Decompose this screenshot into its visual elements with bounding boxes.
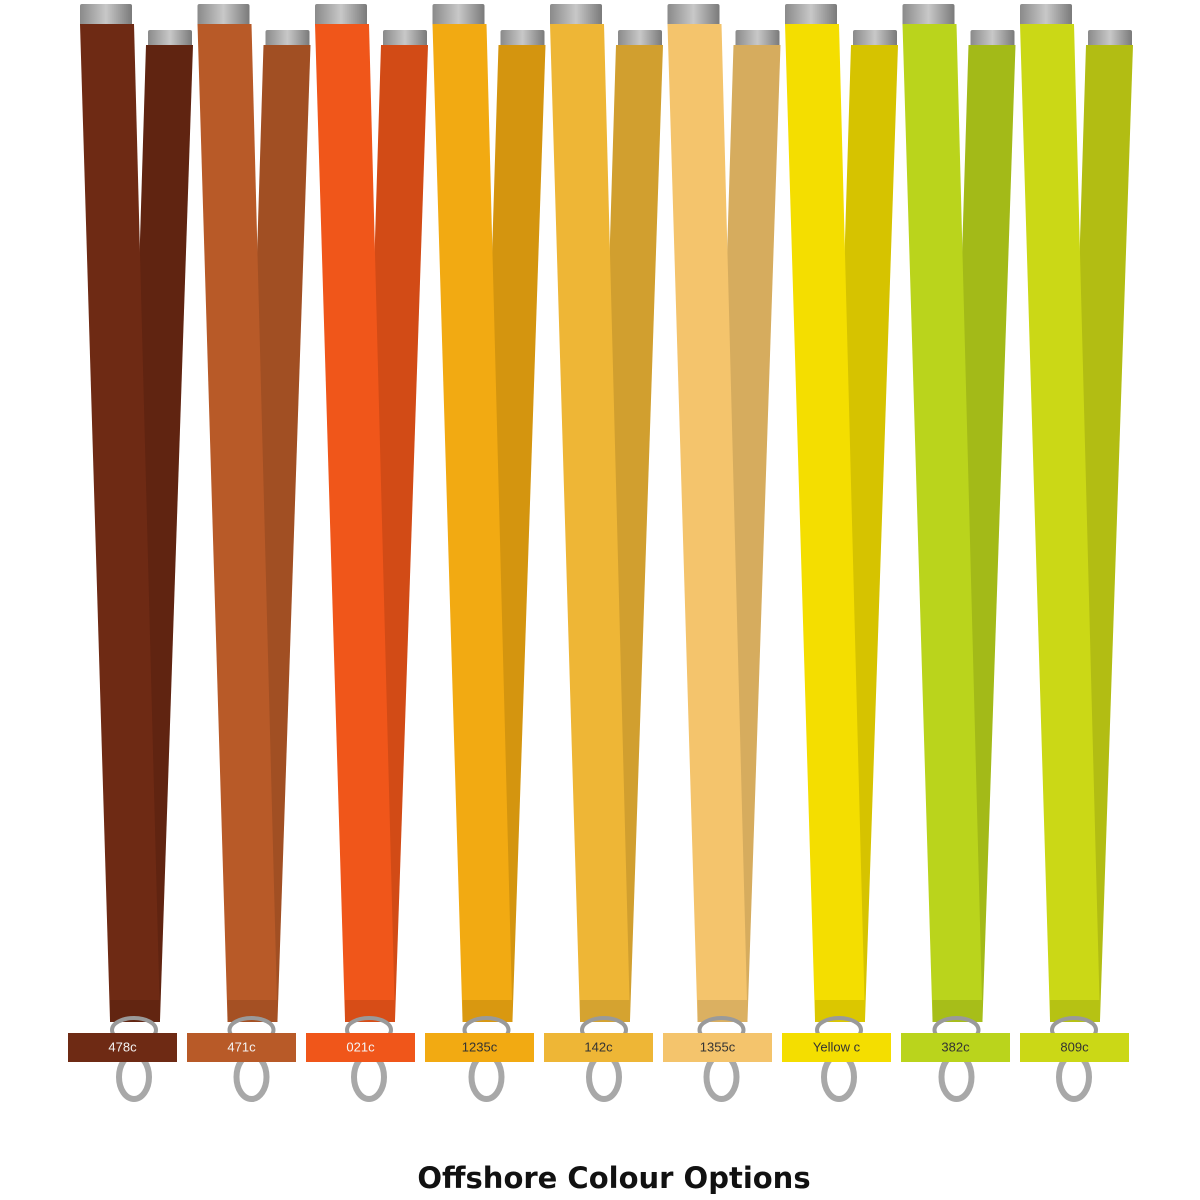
strap-left bbox=[667, 24, 748, 1020]
clip-top bbox=[265, 30, 310, 48]
lanyard bbox=[80, 4, 193, 1102]
strap-left bbox=[197, 24, 278, 1020]
lanyard bbox=[1020, 4, 1133, 1102]
strap-end bbox=[697, 1000, 748, 1022]
swatch-label: 809c bbox=[1060, 1039, 1089, 1054]
strap-end bbox=[1050, 1000, 1100, 1022]
clip-top bbox=[80, 4, 132, 26]
clip-top bbox=[618, 30, 662, 48]
strap-end bbox=[345, 1000, 395, 1022]
strap-end-shade bbox=[580, 1000, 630, 1022]
strap-end bbox=[932, 1000, 983, 1022]
strap-end bbox=[580, 1000, 630, 1022]
strap-left bbox=[902, 24, 983, 1020]
clip-top bbox=[432, 4, 485, 26]
clip-top bbox=[315, 4, 367, 26]
strap-left bbox=[550, 24, 630, 1020]
strap-end bbox=[110, 1000, 160, 1022]
strap-end-shade bbox=[1050, 1000, 1100, 1022]
clip-top bbox=[735, 30, 780, 48]
lanyard bbox=[785, 4, 898, 1102]
clip-top bbox=[148, 30, 192, 48]
clip-top bbox=[902, 4, 955, 26]
lanyards bbox=[80, 4, 1133, 1102]
clip-top bbox=[550, 4, 602, 26]
clip-top bbox=[500, 30, 545, 48]
strap-left bbox=[785, 24, 865, 1020]
swatch-label: 478c bbox=[108, 1039, 137, 1054]
lanyard bbox=[197, 4, 311, 1102]
strap-end bbox=[462, 1000, 513, 1022]
swatch-label: 1355c bbox=[700, 1039, 736, 1054]
swatch bbox=[187, 1033, 296, 1062]
swatch-label: Yellow c bbox=[813, 1039, 861, 1054]
clip-top bbox=[667, 4, 720, 26]
swatch-row: 478c 471c 021c 1235c 142c 1355c Yellow c 382c 80… bbox=[68, 1033, 1129, 1062]
strap-end bbox=[815, 1000, 865, 1022]
strap-end-shade bbox=[345, 1000, 395, 1022]
strap-end-shade bbox=[110, 1000, 160, 1022]
clip-top bbox=[785, 4, 837, 26]
strap-end-shade bbox=[697, 1000, 748, 1022]
lanyard bbox=[902, 4, 1016, 1102]
swatch bbox=[306, 1033, 415, 1062]
lanyard bbox=[550, 4, 663, 1102]
swatch bbox=[901, 1033, 1010, 1062]
lanyard bbox=[315, 4, 428, 1102]
strap-left bbox=[1020, 24, 1100, 1020]
title: Offshore Colour Options bbox=[417, 1161, 810, 1195]
swatch bbox=[68, 1033, 177, 1062]
swatch bbox=[544, 1033, 653, 1062]
strap-end-shade bbox=[815, 1000, 865, 1022]
swatch-label: 382c bbox=[941, 1039, 970, 1054]
strap-left bbox=[432, 24, 513, 1020]
swatch-label: 1235c bbox=[462, 1039, 498, 1054]
swatch bbox=[663, 1033, 772, 1062]
clip-top bbox=[853, 30, 897, 48]
strap-end-shade bbox=[227, 1000, 278, 1022]
strap-left bbox=[315, 24, 395, 1020]
lanyard bbox=[432, 4, 546, 1102]
lanyard bbox=[667, 4, 781, 1102]
swatch-label: 021c bbox=[346, 1039, 375, 1054]
swatch bbox=[1020, 1033, 1129, 1062]
clip-top bbox=[197, 4, 250, 26]
clip-top bbox=[383, 30, 427, 48]
clip-top bbox=[970, 30, 1015, 48]
strap-end-shade bbox=[932, 1000, 983, 1022]
swatch bbox=[782, 1033, 891, 1062]
strap-left bbox=[80, 24, 160, 1020]
swatch bbox=[425, 1033, 534, 1062]
strap-end bbox=[227, 1000, 278, 1022]
clip-top bbox=[1020, 4, 1072, 26]
clip-top bbox=[1088, 30, 1132, 48]
strap-end-shade bbox=[462, 1000, 513, 1022]
swatch-label: 471c bbox=[227, 1039, 256, 1054]
swatch-label: 142c bbox=[584, 1039, 613, 1054]
